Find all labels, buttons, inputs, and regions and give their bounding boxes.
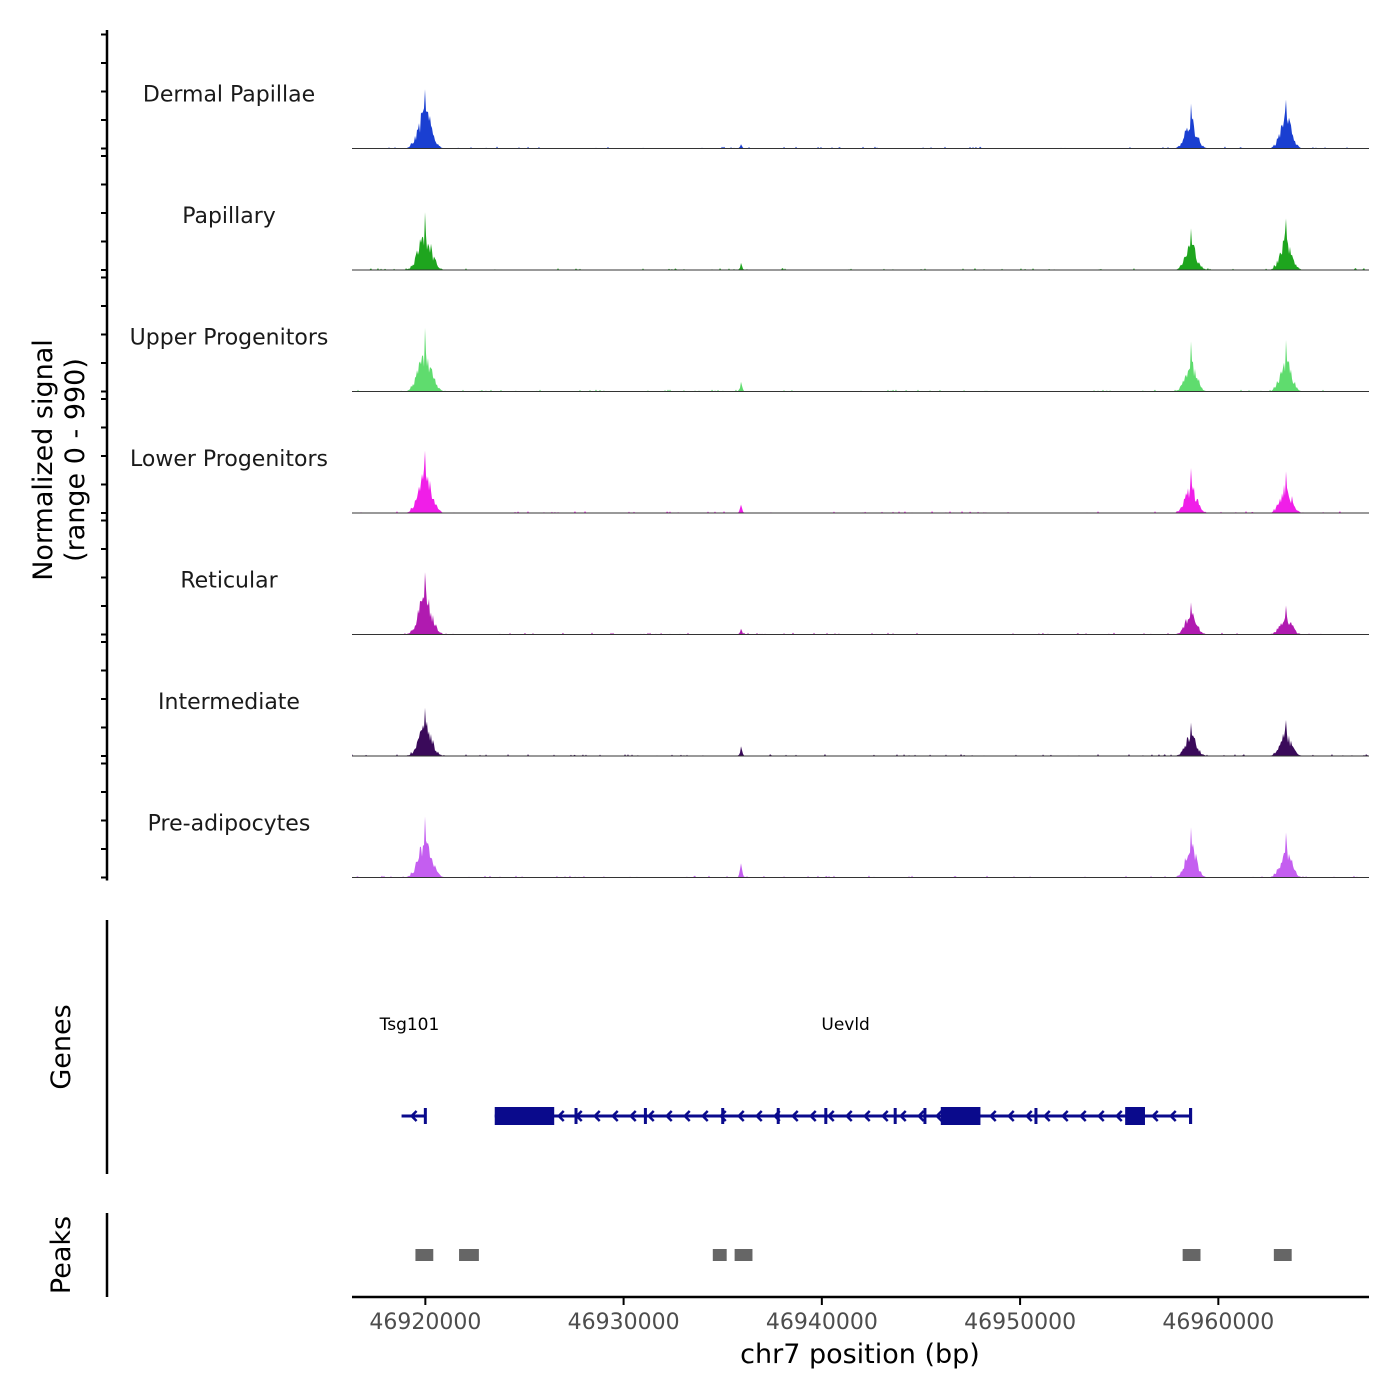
gene-small-exon: [721, 1108, 725, 1124]
track-pre-adipocytes: Pre-adipocytes: [148, 812, 1369, 878]
strand-arrow: [592, 1110, 601, 1122]
signal-area: [352, 450, 1369, 513]
x-tick-label: 46950000: [964, 1310, 1076, 1335]
gene-tsg101: Tsg101: [379, 1015, 440, 1124]
x-axis-label: chr7 position (bp): [740, 1339, 980, 1370]
track-label: Papillary: [182, 204, 276, 229]
gene-small-exon: [643, 1108, 647, 1124]
peak-region: [712, 1249, 727, 1261]
strand-arrow: [1168, 1110, 1177, 1122]
strand-arrow: [1042, 1110, 1051, 1122]
strand-arrow: [934, 1110, 943, 1122]
strand-arrow: [700, 1110, 709, 1122]
strand-arrow: [916, 1110, 925, 1122]
x-tick-label: 46920000: [369, 1310, 481, 1335]
strand-arrow: [988, 1110, 997, 1122]
peaks-label: Peaks: [46, 1216, 77, 1294]
strand-arrow: [1006, 1110, 1015, 1122]
track-lower-progenitors: Lower Progenitors: [130, 447, 1369, 514]
track-papillary: Papillary: [182, 204, 1369, 271]
signal-area: [352, 327, 1369, 392]
strand-arrow: [844, 1110, 853, 1122]
gene-exon: [1125, 1107, 1145, 1125]
track-label: Pre-adipocytes: [148, 812, 311, 837]
strand-arrow: [628, 1110, 637, 1122]
track-label: Lower Progenitors: [130, 447, 328, 472]
gene-small-exon: [1034, 1108, 1038, 1124]
gene-label: Tsg101: [379, 1015, 440, 1035]
gene-small-exon: [776, 1108, 780, 1124]
signal-area: [352, 212, 1369, 270]
genes-label: Genes: [46, 1004, 77, 1089]
strand-arrow: [1114, 1110, 1123, 1122]
track-dermal-papillae: Dermal Papillae: [143, 83, 1369, 149]
gene-small-exon: [824, 1108, 828, 1124]
strand-arrow: [862, 1110, 871, 1122]
x-tick-label: 46930000: [568, 1310, 680, 1335]
signal-area: [352, 572, 1369, 635]
strand-arrow: [682, 1110, 691, 1122]
strand-arrow: [898, 1110, 907, 1122]
gene-small-exon: [1189, 1108, 1193, 1124]
peak-region: [459, 1249, 479, 1261]
signal-area: [352, 707, 1369, 756]
strand-arrow: [409, 1110, 418, 1122]
strand-arrow: [826, 1110, 835, 1122]
track-label: Upper Progenitors: [130, 326, 329, 351]
strand-arrow: [1060, 1110, 1069, 1122]
x-tick-label: 46940000: [766, 1310, 878, 1335]
gene-small-exon: [923, 1108, 927, 1124]
signal-y-axis: [101, 30, 109, 881]
strand-arrow: [754, 1110, 763, 1122]
x-axis: 46920000 46930000 46940000 46950000 46960000: [369, 1297, 1274, 1335]
strand-arrow: [1078, 1110, 1087, 1122]
peak-region: [734, 1249, 753, 1261]
track-intermediate: Intermediate: [158, 690, 1369, 757]
strand-arrow: [646, 1110, 655, 1122]
strand-arrow: [664, 1110, 673, 1122]
signal-area: [352, 816, 1369, 878]
strand-arrow: [1024, 1110, 1033, 1122]
track-label: Dermal Papillae: [143, 83, 315, 108]
x-tick-label: 46960000: [1162, 1310, 1274, 1335]
gene-exon: [494, 1107, 555, 1125]
track-reticular: Reticular: [180, 569, 1369, 635]
strand-arrow: [736, 1110, 745, 1122]
gene-track: Tsg101 Uevld: [379, 1015, 1193, 1125]
strand-arrow: [790, 1110, 799, 1122]
signal-area: [352, 89, 1369, 149]
peak-region: [1182, 1249, 1201, 1261]
signal-tracks: Dermal Papillae Papillary Upper Progenitor…: [130, 83, 1369, 878]
strand-arrow: [556, 1110, 565, 1122]
gene-uevld: Uevld: [494, 1015, 1193, 1125]
strand-arrow: [1096, 1110, 1105, 1122]
strand-arrow: [610, 1110, 619, 1122]
strand-arrow: [1150, 1110, 1159, 1122]
track-label: Reticular: [180, 569, 278, 594]
signal-ylabel: Normalized signal: [28, 339, 59, 581]
track-upper-progenitors: Upper Progenitors: [130, 326, 1369, 392]
track-label: Intermediate: [158, 690, 300, 715]
strand-arrow: [880, 1110, 889, 1122]
gene-small-exon: [893, 1108, 897, 1124]
gene-exon: [940, 1107, 981, 1125]
gene-small-exon: [574, 1108, 578, 1124]
strand-arrow: [808, 1110, 817, 1122]
peak-region: [415, 1249, 434, 1261]
gene-label: Uevld: [821, 1015, 869, 1035]
signal-ylabel-range: (range 0 - 990): [60, 358, 91, 562]
peak-track: [415, 1249, 1292, 1261]
peak-region: [1273, 1249, 1292, 1261]
